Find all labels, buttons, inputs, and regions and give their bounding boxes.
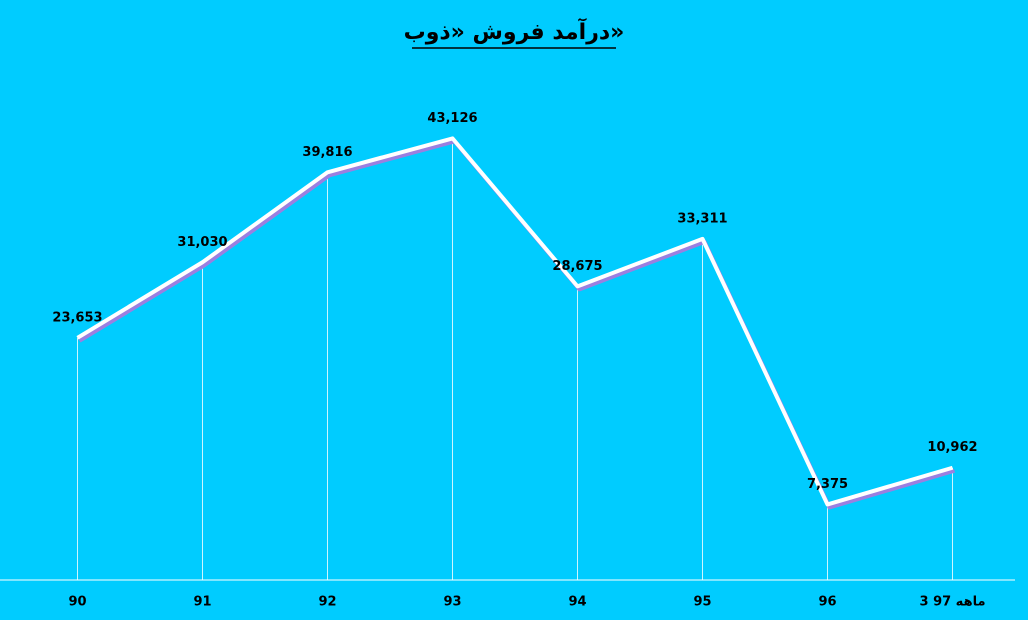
value-label: 7,375 xyxy=(807,477,848,492)
x-tick-label: 90 xyxy=(68,595,86,610)
value-label: 23,653 xyxy=(52,310,102,325)
x-tick-label: 95 xyxy=(693,595,711,610)
value-label: 39,816 xyxy=(302,145,352,160)
value-label: 43,126 xyxy=(427,111,477,126)
value-label: 10,962 xyxy=(927,440,977,455)
value-label: 31,030 xyxy=(177,235,227,250)
x-tick-label: 94 xyxy=(568,595,586,610)
value-label: 33,311 xyxy=(677,211,727,226)
value-label: 28,675 xyxy=(552,259,602,274)
line xyxy=(76,136,954,507)
x-tick-label: 92 xyxy=(318,595,336,610)
x-tick-label: 96 xyxy=(818,595,836,610)
x-tick-label: 3 ماهه 97 xyxy=(919,595,985,610)
chart-title: درآمد فروش «ذوب» xyxy=(404,17,625,45)
x-tick-label: 91 xyxy=(193,595,211,610)
x-tick-label: 93 xyxy=(443,595,461,610)
